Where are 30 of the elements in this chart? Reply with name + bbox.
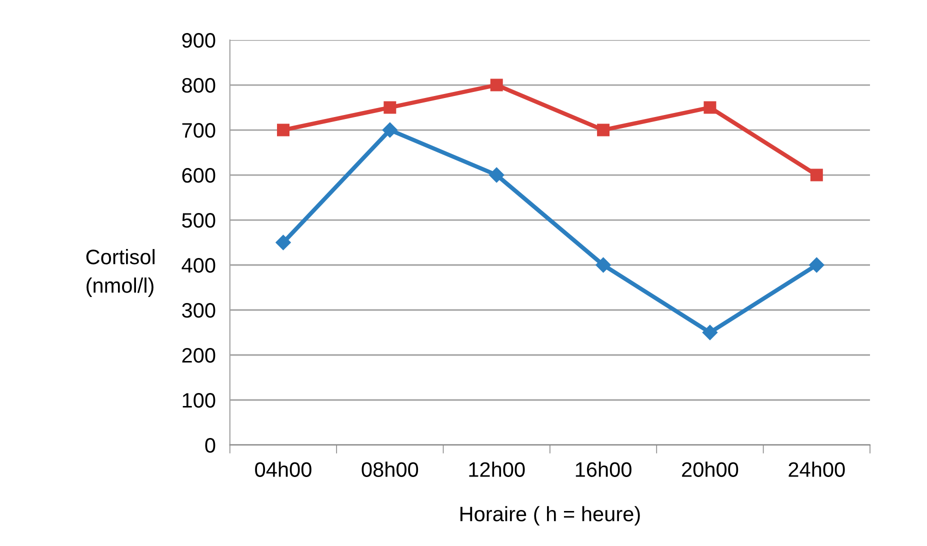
y-tick-label: 500 bbox=[182, 213, 216, 228]
point bbox=[809, 257, 824, 273]
y-axis-title: Cortisol (nmol/l) bbox=[86, 249, 155, 297]
point bbox=[382, 122, 398, 138]
point bbox=[384, 101, 396, 114]
point bbox=[490, 78, 503, 92]
x-axis-title: Horaire ( h = heure) bbox=[460, 506, 640, 526]
x-tick-label: 12h00 bbox=[469, 462, 525, 477]
y-tick-label: 100 bbox=[182, 392, 216, 408]
y-tick-label: 600 bbox=[182, 168, 216, 183]
y-tick-label: 700 bbox=[182, 123, 216, 138]
x-tick-label: 04h00 bbox=[255, 462, 312, 477]
point bbox=[596, 257, 611, 273]
y-tick-label: 200 bbox=[182, 348, 216, 363]
point bbox=[597, 124, 610, 136]
x-tick-label: 20h00 bbox=[682, 462, 738, 477]
point bbox=[276, 234, 291, 250]
point bbox=[704, 101, 716, 114]
point bbox=[702, 324, 718, 340]
point bbox=[276, 124, 290, 136]
y-tick-label: 800 bbox=[182, 78, 216, 93]
point bbox=[489, 167, 504, 183]
y-tick-label: 400 bbox=[182, 258, 216, 273]
y-tick-label: 0 bbox=[205, 438, 216, 453]
x-tick-label: 08h00 bbox=[362, 462, 418, 477]
x-tick-label: 24h00 bbox=[788, 462, 845, 477]
y-tick-label: 300 bbox=[182, 303, 216, 318]
y-tick-label: 900 bbox=[182, 33, 216, 48]
x-tick-label: 16h00 bbox=[576, 462, 632, 477]
point bbox=[810, 168, 823, 182]
